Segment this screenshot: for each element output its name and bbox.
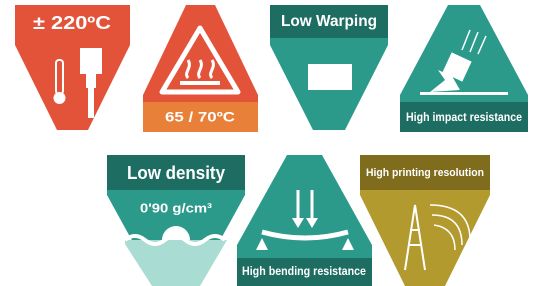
badge-label: ± 220ºC <box>33 13 111 33</box>
badge-detail: 0'90 g/cm³ <box>140 200 213 215</box>
badge-bending: High bending resistance <box>237 155 372 286</box>
badge-impact: High impact resistance <box>400 5 528 132</box>
badge-label: High impact resistance <box>406 110 522 124</box>
badge-label: Low Warping <box>281 13 377 30</box>
badge-temperature: ± 220ºC <box>15 5 130 130</box>
badge-density: Low density 0'90 g/cm³ <box>107 155 245 286</box>
badge-label: High bending resistance <box>242 264 366 278</box>
badge-label: 65 / 70ºC <box>165 109 235 125</box>
badge-warping: Low Warping <box>270 5 388 130</box>
badge-label: High printing resolution <box>366 167 484 179</box>
badge-label: Low density <box>127 163 225 183</box>
badge-panel: ± 220ºC 65 / 70ºC Low Warping High impac… <box>0 0 544 286</box>
badge-heat: 65 / 70ºC <box>143 5 258 132</box>
badge-resolution: High printing resolution <box>360 155 490 286</box>
